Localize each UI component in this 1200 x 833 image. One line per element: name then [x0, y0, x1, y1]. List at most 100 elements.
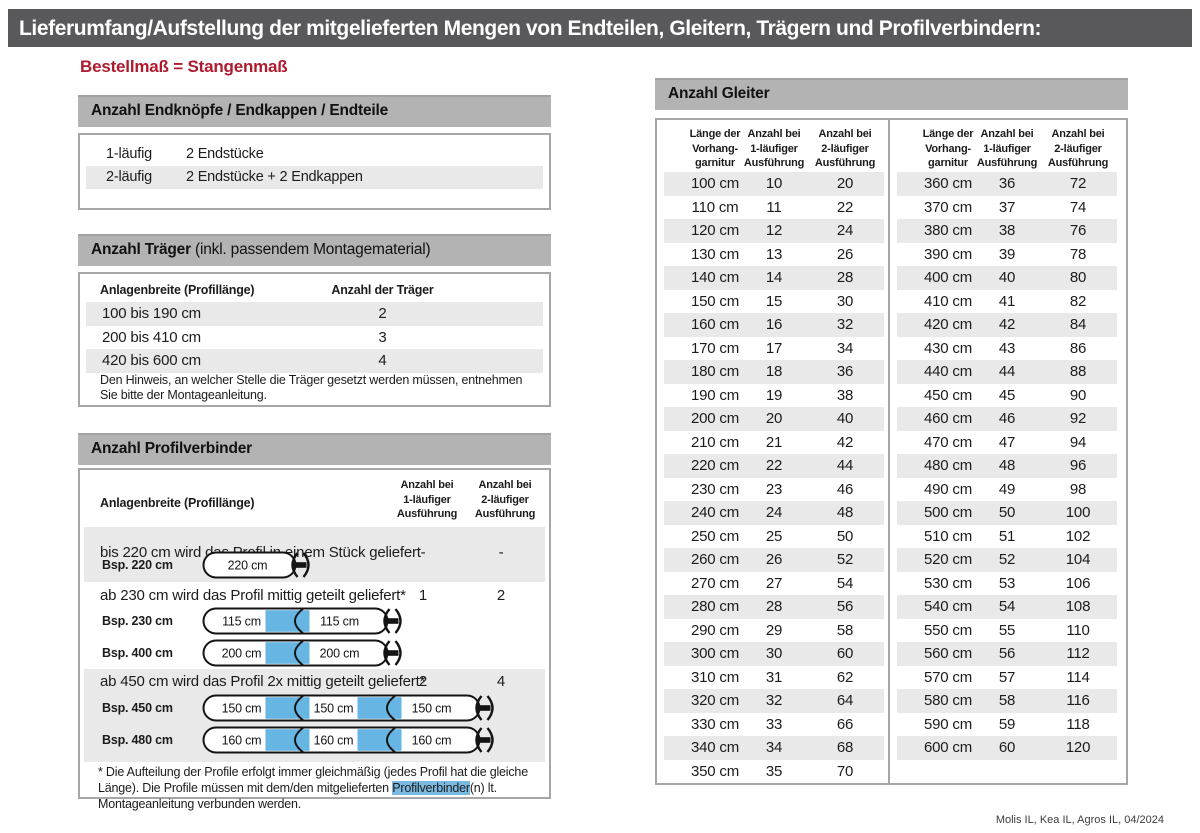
header-line: Ausführung — [976, 157, 1038, 169]
count-1run: 50 — [998, 504, 1016, 521]
end-piece-bar — [383, 618, 399, 624]
profile-example-row: Bsp. 400 cm 200 cm 200 cm — [84, 638, 545, 668]
count-1run: 49 — [998, 480, 1016, 498]
profile-example-row: Bsp. 220 cm 220 cm — [84, 550, 545, 580]
table-row: 490 cm 49 98 — [897, 478, 1117, 502]
count-1run: 33 — [765, 715, 783, 733]
traeger-width-range: 100 bis 190 cm — [102, 305, 201, 322]
table-row: 140 cm 14 28 — [664, 266, 884, 290]
rod-segment-label: 200 cm — [222, 647, 262, 661]
garniture-length: 330 cm — [691, 715, 739, 733]
count-1run: 27 — [765, 574, 783, 592]
garniture-length: 600 cm — [924, 739, 972, 756]
rod-segment-label: 115 cm — [222, 615, 261, 629]
gleiter-table-right: Länge der Vorhang-garnitur Anzahl bei 1-läu… — [890, 120, 1126, 783]
garniture-length: 540 cm — [924, 598, 972, 615]
table-row: 390 cm 39 78 — [897, 243, 1117, 267]
count-1run: 57 — [998, 668, 1016, 686]
traeger-width-range: 200 bis 410 cm — [102, 328, 201, 346]
profile-example-row: Bsp. 480 cm 160 cm 160 cm 160 cm — [84, 725, 545, 755]
count-2run: 28 — [836, 269, 854, 286]
count-2run: 26 — [836, 245, 854, 263]
garniture-length: 210 cm — [691, 433, 739, 451]
table-row: 250 cm 25 50 — [664, 525, 884, 549]
count-1run: 23 — [765, 480, 783, 498]
profile-diagram: 220 cm — [202, 551, 310, 579]
end-piece-icon — [394, 640, 402, 666]
traeger-count: 2 — [378, 305, 387, 322]
table-row: 160 cm 16 32 — [664, 313, 884, 337]
garniture-length: 430 cm — [924, 339, 972, 357]
gleiter-col-header: Anzahl bei 1-läufiger Ausführung — [736, 127, 812, 171]
segment-joint — [386, 694, 397, 722]
profile-connector — [265, 729, 310, 751]
table-row: 380 cm 38 76 — [897, 219, 1117, 243]
table-row: 2-läufig 2 Endstücke + 2 Endkappen — [86, 166, 543, 189]
header-line: 1-läufiger — [403, 493, 451, 506]
table-row: 430 cm 43 86 — [897, 337, 1117, 361]
table-row: 200 cm 20 40 — [664, 407, 884, 431]
garniture-length: 320 cm — [691, 692, 739, 709]
profil-rule-block: ab 450 cm wird das Profil 2x mittig gete… — [84, 669, 545, 762]
count-1run: 11 — [766, 198, 782, 216]
count-1run: 39 — [998, 245, 1016, 263]
rod-segment-label: 150 cm — [222, 702, 262, 716]
count-2run: 86 — [1069, 339, 1087, 357]
segment-joint — [386, 726, 397, 754]
table-row: 260 cm 26 52 — [664, 548, 884, 572]
count-1run: 30 — [765, 645, 783, 662]
table-row: 480 cm 48 96 — [897, 454, 1117, 478]
count-1run: 28 — [765, 598, 783, 615]
header-line: Ausführung — [1047, 157, 1109, 169]
count-1run: 51 — [998, 527, 1016, 545]
count-2run: - — [498, 544, 504, 561]
count-2run: 76 — [1069, 222, 1087, 239]
end-piece-icon — [383, 608, 391, 634]
profil-rule-block: bis 220 cm wird das Profil in einem Stüc… — [84, 527, 545, 582]
garniture-length: 480 cm — [924, 457, 972, 474]
table-row: 570 cm 57 114 — [897, 666, 1117, 690]
table-row: 340 cm 34 68 — [664, 736, 884, 760]
gleiter-col-header: Länge der Vorhang-garnitur — [665, 127, 765, 171]
count-2run: 36 — [836, 363, 854, 380]
traeger-count: 3 — [378, 328, 387, 346]
end-piece-icon — [475, 727, 483, 753]
gleiter-table-divider — [888, 120, 890, 783]
garniture-length: 310 cm — [691, 668, 739, 686]
count-2run: 66 — [836, 715, 854, 733]
count-2run: 110 — [1066, 621, 1090, 639]
gleiter-col-header: Anzahl bei 2-läufiger Ausführung — [807, 127, 883, 171]
table-row: 400 cm 40 80 — [897, 266, 1117, 290]
table-row: 220 cm 22 44 — [664, 454, 884, 478]
count-2run: 44 — [836, 457, 854, 474]
footer-note: Molis IL, Kea IL, Agros IL, 04/2024 — [995, 814, 1164, 826]
profil-rule-text: ab 230 cm wird das Profil mittig geteilt… — [100, 587, 406, 604]
end-piece-bar — [383, 650, 399, 656]
garniture-length: 280 cm — [691, 598, 739, 615]
count-1run: 26 — [765, 551, 783, 568]
count-2run: 60 — [836, 645, 854, 662]
table-row: 520 cm 52 104 — [897, 548, 1117, 572]
traeger-col-header-count: Anzahl der Träger — [331, 283, 434, 297]
table-row: 360 cm 36 72 — [897, 172, 1117, 196]
example-label: Bsp. 450 cm — [102, 701, 173, 715]
rod-segment-label: 200 cm — [320, 647, 360, 661]
garniture-length: 350 cm — [691, 762, 739, 780]
rod-segment-label: 115 cm — [320, 615, 359, 629]
gleiter-table-left: Länge der Vorhang-garnitur Anzahl bei 1-läu… — [657, 120, 893, 783]
table-row: 440 cm 44 88 — [897, 360, 1117, 384]
rod-segment-label: 160 cm — [222, 734, 262, 748]
garniture-length: 440 cm — [924, 363, 972, 380]
count-1run: 60 — [998, 739, 1016, 756]
count-2run: 42 — [836, 433, 854, 451]
rod-segment-label: 160 cm — [314, 734, 354, 748]
garniture-length: 380 cm — [924, 222, 972, 239]
footnote-highlight: Profilverbinder — [392, 781, 470, 795]
profile-example-row: Bsp. 230 cm 115 cm 115 cm — [84, 606, 545, 636]
table-row: 420 cm 42 84 — [897, 313, 1117, 337]
count-1run: 53 — [998, 574, 1016, 592]
header-line: Länge der — [689, 128, 741, 140]
count-1run: 52 — [998, 551, 1016, 568]
count-1run: 42 — [998, 316, 1016, 333]
table-row: 590 cm 59 118 — [897, 713, 1117, 737]
